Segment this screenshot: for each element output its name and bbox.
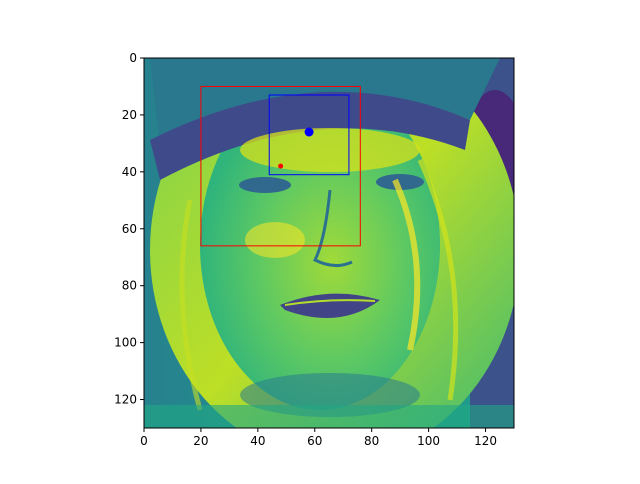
y-tick-label: 20 bbox=[122, 108, 137, 122]
red-bounding-box bbox=[200, 85, 361, 247]
y-axis: 0 20 40 60 80 100 120 bbox=[114, 51, 144, 407]
blue-bounding-box bbox=[268, 94, 350, 176]
y-tick-label: 120 bbox=[114, 393, 137, 407]
x-tick-label: 0 bbox=[140, 434, 148, 448]
x-tick-label: 40 bbox=[250, 434, 265, 448]
overlays bbox=[200, 85, 361, 247]
axes-frame bbox=[143, 57, 515, 429]
x-tick-label: 80 bbox=[364, 434, 379, 448]
x-tick-label: 60 bbox=[307, 434, 322, 448]
y-tick-label: 60 bbox=[122, 222, 137, 236]
y-tick-label: 0 bbox=[129, 51, 137, 65]
x-tick-label: 100 bbox=[417, 434, 440, 448]
y-tick-label: 100 bbox=[114, 336, 137, 350]
red-point-marker bbox=[278, 163, 284, 169]
x-tick-label: 120 bbox=[474, 434, 497, 448]
blue-point-marker bbox=[304, 127, 314, 137]
y-tick-label: 40 bbox=[122, 165, 137, 179]
portrait-image bbox=[144, 58, 514, 428]
x-tick-label: 20 bbox=[193, 434, 208, 448]
y-tick-label: 80 bbox=[122, 279, 137, 293]
x-axis: 0 20 40 60 80 100 120 bbox=[140, 428, 497, 448]
